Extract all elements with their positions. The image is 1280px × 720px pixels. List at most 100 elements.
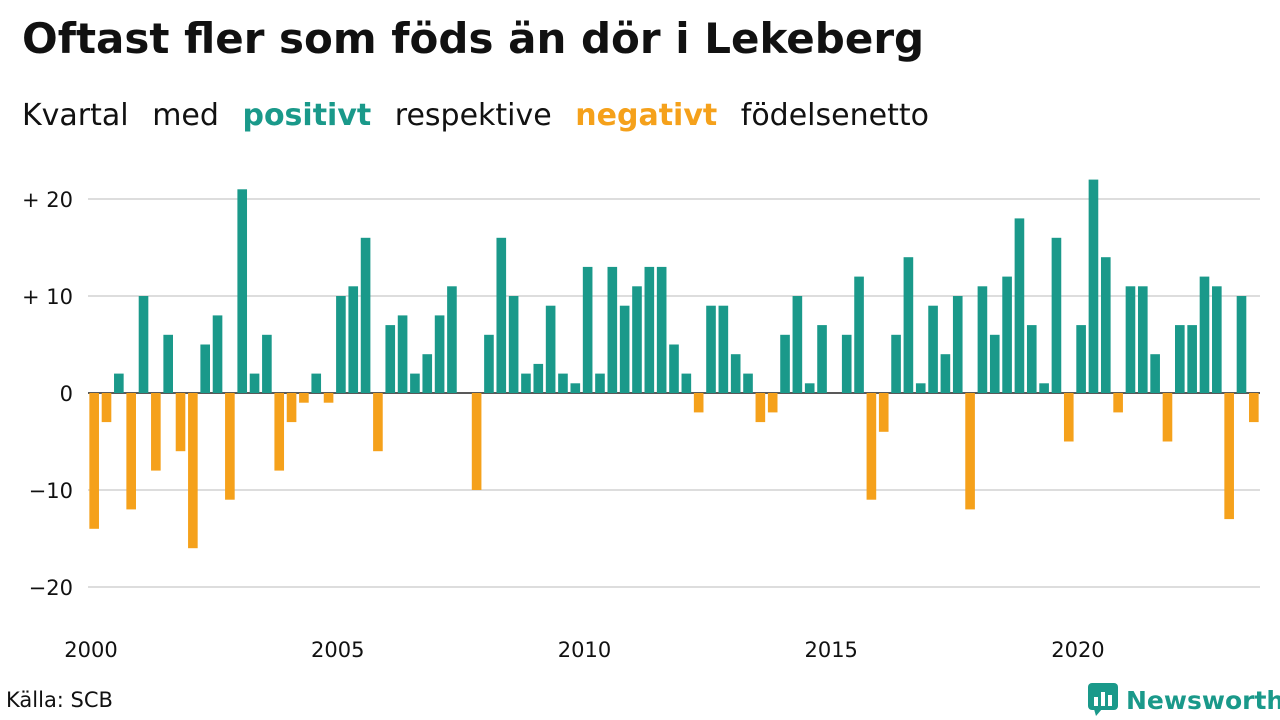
bar: [533, 363, 544, 393]
bar: [545, 305, 556, 393]
bar: [730, 354, 741, 393]
bar: [977, 286, 988, 393]
bar: [360, 237, 371, 393]
bar: [373, 393, 383, 452]
bar: [706, 305, 716, 393]
brand-logo: Newsworthy: [1088, 683, 1280, 717]
bar: [1174, 325, 1185, 393]
bar: [434, 315, 445, 393]
bar: [693, 393, 704, 413]
bar: [1236, 296, 1247, 393]
bar: [471, 393, 482, 490]
bar: [138, 296, 149, 393]
subtitle-text-2: med: [152, 98, 219, 133]
bar: [1088, 179, 1099, 393]
bar: [940, 354, 951, 393]
x-tick-label: 2000: [64, 638, 117, 662]
bar: [151, 393, 161, 471]
bar: [644, 266, 655, 393]
subtitle-text-3: respektive: [394, 98, 552, 133]
bar: [410, 373, 420, 393]
bar: [212, 315, 223, 393]
bar: [1224, 393, 1234, 520]
subtitle-text-1: Kvartal: [22, 98, 129, 133]
bar: [1063, 393, 1074, 442]
bar: [1002, 276, 1012, 393]
subtitle-positive-label: positivt: [242, 98, 372, 133]
bar: [681, 373, 692, 393]
bar: [558, 373, 568, 393]
bar: [422, 354, 433, 393]
bar: [484, 334, 494, 393]
bar: [336, 296, 346, 393]
bar: [1051, 237, 1062, 393]
bar: [508, 296, 519, 393]
bar: [965, 393, 975, 510]
bar: [989, 334, 1000, 393]
bar: [114, 373, 124, 393]
x-tick-label: 2005: [311, 638, 364, 662]
y-tick-label: + 10: [22, 285, 73, 309]
chart-subtitle: Kvartal med positivt respektive negativt…: [22, 98, 943, 133]
bar: [237, 189, 248, 393]
bar: [311, 373, 322, 393]
chart-title: Oftast fler som föds än dör i Lekeberg: [22, 14, 925, 63]
bar: [718, 305, 729, 393]
bar: [656, 266, 667, 393]
bar: [397, 315, 408, 393]
x-tick-label: 2020: [1051, 638, 1104, 662]
bar: [767, 393, 778, 413]
bar: [1187, 325, 1197, 393]
y-tick-label: 0: [60, 382, 73, 406]
bar: [1212, 286, 1222, 393]
bar: [607, 266, 618, 393]
bar: [582, 266, 593, 393]
bar: [1039, 383, 1049, 393]
subtitle-text-4: födelsenetto: [740, 98, 929, 133]
bar: [225, 393, 235, 500]
bar: [163, 334, 174, 393]
source-note: Källa: SCB: [6, 688, 113, 712]
bar: [188, 393, 198, 549]
bar: [792, 296, 803, 393]
bar: [299, 393, 309, 403]
subtitle-negative-label: negativt: [575, 98, 718, 133]
bar: [89, 393, 99, 529]
bar: [447, 286, 457, 393]
bar: [1249, 393, 1259, 423]
x-tick-label: 2010: [558, 638, 611, 662]
bar: [866, 393, 877, 500]
bar: [496, 237, 507, 393]
bar-chart: + 20 + 10 0 −10 −20 2000 2005 2010 2015 2020: [22, 179, 1260, 662]
bar: [570, 383, 581, 393]
bar: [595, 373, 605, 393]
bar: [804, 383, 815, 393]
bar: [952, 296, 963, 393]
bar: [743, 373, 753, 393]
bar: [619, 305, 630, 393]
bar: [854, 276, 864, 393]
bar: [755, 393, 766, 423]
bar: [249, 373, 260, 393]
bar: [1113, 393, 1123, 413]
bar: [632, 286, 642, 393]
bar: [1162, 393, 1173, 442]
bar: [915, 383, 926, 393]
x-tick-label: 2015: [804, 638, 857, 662]
bar: [1100, 257, 1111, 393]
bar: [200, 344, 211, 393]
bar: [669, 344, 679, 393]
y-tick-label: −20: [29, 576, 73, 600]
bar: [126, 393, 136, 510]
bar: [928, 305, 938, 393]
bar: [1137, 286, 1148, 393]
bar: [903, 257, 914, 393]
bar: [841, 334, 852, 393]
y-tick-label: + 20: [22, 188, 73, 212]
brand-name: Newsworthy: [1126, 685, 1280, 715]
bar: [521, 373, 531, 393]
bar: [891, 334, 901, 393]
bar-chart-speech-bubble-icon: [1088, 683, 1118, 716]
bar: [286, 393, 297, 423]
bar: [101, 393, 112, 423]
